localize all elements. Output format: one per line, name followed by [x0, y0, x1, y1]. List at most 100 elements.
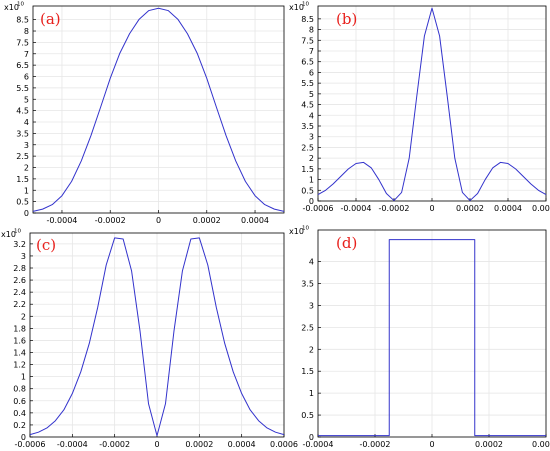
data-point — [389, 239, 390, 240]
y-multiplier-exponent: 10 — [17, 2, 24, 8]
y-tick-label: 7.5 — [16, 38, 29, 47]
y-tick-label: 0 — [309, 197, 314, 206]
x-tick-label: 0.0004 — [494, 204, 522, 213]
data-point — [325, 190, 326, 191]
y-tick-label: 3.5 — [301, 280, 314, 289]
y-tick-label: 4 — [309, 111, 314, 120]
x-tick-label: 0 — [154, 440, 159, 449]
chart-panel-1: -0.0004 -0.0002 0 0.0002 0.0004 0 0.5 1 1.5 2 2.5 3… — [4, 2, 285, 225]
x-tick-label: 0.0004 — [241, 216, 269, 225]
y-tick-label: 2 — [24, 164, 29, 173]
data-point — [447, 95, 448, 96]
data-point — [386, 193, 387, 194]
y-tick-label: 7.5 — [301, 36, 314, 45]
y-tick-label: 7 — [24, 50, 29, 59]
y-tick-label: 6.5 — [301, 58, 314, 67]
y-tick-label: 3.2 — [13, 240, 26, 249]
x-tick-label: -0.0004 — [303, 440, 334, 449]
y-tick-label: 5.5 — [16, 84, 29, 93]
data-point — [538, 190, 539, 191]
data-point — [100, 107, 101, 108]
x-tick-label: 0.0002 — [456, 204, 484, 213]
data-point — [182, 270, 183, 271]
x-tick-label: -0.0002 — [360, 440, 391, 449]
y-tick-label: 8.5 — [301, 15, 314, 24]
y-tick-label: 0.8 — [13, 385, 26, 394]
y-tick-label: 0 — [309, 433, 314, 442]
data-point — [63, 409, 64, 410]
data-point — [177, 19, 178, 20]
data-point — [378, 179, 379, 180]
data-point — [89, 343, 90, 344]
y-tick-label: 2.4 — [13, 288, 26, 297]
x-tick-label: -0.0004 — [57, 440, 88, 449]
x-tick-label: -0.0006 — [15, 440, 46, 449]
data-point — [523, 176, 524, 177]
data-point — [254, 195, 255, 196]
y-tick-label: 8 — [24, 27, 29, 36]
y-tick-label: 2.5 — [301, 143, 314, 152]
y-tick-label: 2.8 — [13, 264, 26, 273]
data-point — [363, 162, 364, 163]
data-point — [190, 238, 191, 239]
chart-panel-3: -0.0006 -0.0004 -0.0002 0 0.0002 0.0004 0.0006… — [1, 229, 298, 450]
data-point — [131, 270, 132, 271]
data-point — [119, 52, 120, 53]
data-point — [32, 211, 33, 212]
data-point — [317, 435, 318, 436]
y-tick-label: 1.5 — [16, 175, 29, 184]
data-point — [148, 403, 149, 404]
y-tick-label: 0.4 — [13, 409, 26, 418]
data-point — [197, 52, 198, 53]
data-point — [156, 435, 157, 436]
data-point — [123, 238, 124, 239]
data-point — [245, 181, 246, 182]
y-tick-label: 5 — [309, 90, 314, 99]
data-point — [477, 193, 478, 194]
y-multiplier-exponent: 10 — [302, 226, 309, 232]
data-point — [275, 432, 276, 433]
y-multiplier-label: x10 — [289, 227, 304, 236]
data-point — [439, 35, 440, 36]
data-point — [431, 8, 432, 9]
data-point — [90, 135, 91, 136]
x-tick-label: 0 — [429, 204, 434, 213]
y-tick-label: 3 — [309, 133, 314, 142]
data-point — [462, 192, 463, 193]
data-point — [250, 409, 251, 410]
data-point — [409, 158, 410, 159]
data-point — [71, 181, 72, 182]
y-tick-label: 4 — [24, 118, 29, 127]
data-point — [393, 200, 394, 201]
data-point — [206, 78, 207, 79]
data-point — [485, 179, 486, 180]
data-point — [139, 331, 140, 332]
data-point — [139, 19, 140, 20]
data-point — [454, 158, 455, 159]
x-tick-label: 0.0006 — [270, 440, 298, 449]
y-tick-label: 2 — [309, 345, 314, 354]
data-point — [389, 435, 390, 436]
chart-panel-2: -0.0006 -0.0004 -0.0002 0 0.0002 0.0004 0.0006… — [289, 2, 550, 214]
y-tick-label: 3.5 — [301, 122, 314, 131]
y-tick-label: 3 — [309, 301, 314, 310]
y-tick-label: 0 — [24, 209, 29, 218]
data-point — [474, 435, 475, 436]
data-point — [72, 393, 73, 394]
data-point — [97, 307, 98, 308]
y-tick-label: 0.2 — [13, 421, 26, 430]
x-tick-label: 0.0002 — [475, 440, 503, 449]
y-tick-label: 2.6 — [13, 276, 26, 285]
y-tick-label: 8.5 — [16, 16, 29, 25]
y-tick-label: 0.5 — [301, 186, 314, 195]
x-tick-label: -0.0002 — [99, 440, 130, 449]
data-point — [500, 162, 501, 163]
x-tick-label: -0.0004 — [47, 216, 78, 225]
data-point — [207, 264, 208, 265]
panel-label: (d) — [336, 234, 357, 252]
data-point — [401, 192, 402, 193]
x-tick-label: 0 — [429, 440, 434, 449]
y-tick-label: 1.4 — [13, 349, 26, 358]
y-tick-label: 3 — [24, 141, 29, 150]
